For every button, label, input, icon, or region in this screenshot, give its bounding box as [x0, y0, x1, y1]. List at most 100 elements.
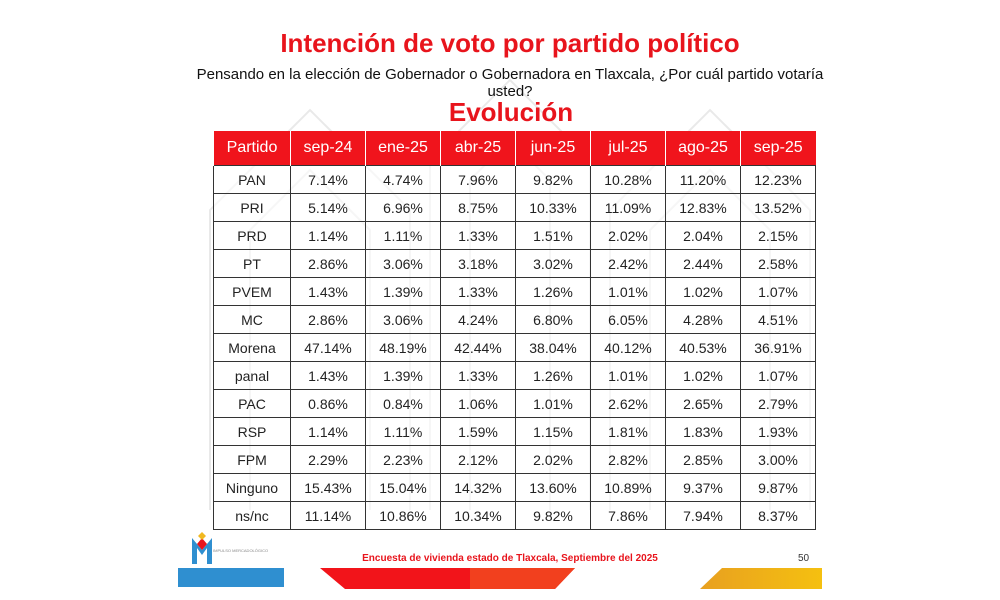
percentage-cell: 3.06% [365, 249, 441, 278]
percentage-cell: 7.94% [665, 501, 741, 530]
percentage-cell: 1.59% [440, 417, 516, 446]
percentage-cell: 10.28% [590, 165, 666, 194]
party-name-cell: Ninguno [213, 473, 291, 502]
table-row: panal 1.43% 1.39% 1.33% 1.26% 1.01% 1.02% 1.07% [213, 361, 816, 390]
percentage-cell: 7.14% [290, 165, 366, 194]
percentage-cell: 4.74% [365, 165, 441, 194]
party-column-header: Partido [213, 131, 291, 166]
percentage-cell: 1.81% [590, 417, 666, 446]
percentage-cell: 38.04% [515, 333, 591, 362]
percentage-cell: 3.18% [440, 249, 516, 278]
percentage-cell: 2.82% [590, 445, 666, 474]
party-name-cell: PVEM [213, 277, 291, 306]
percentage-cell: 1.02% [665, 277, 741, 306]
percentage-cell: 11.09% [590, 193, 666, 222]
party-name-cell: PAN [213, 165, 291, 194]
percentage-cell: 2.65% [665, 389, 741, 418]
table-row: FPM 2.29% 2.23% 2.12% 2.02% 2.82% 2.85% 3.00% [213, 445, 816, 474]
percentage-cell: 12.23% [740, 165, 816, 194]
percentage-cell: 2.79% [740, 389, 816, 418]
table-row: Ninguno 15.43% 15.04% 14.32% 13.60% 10.89% 9.3… [213, 473, 816, 502]
percentage-cell: 3.00% [740, 445, 816, 474]
percentage-cell: 15.04% [365, 473, 441, 502]
percentage-cell: 11.14% [290, 501, 366, 530]
percentage-cell: 1.39% [365, 277, 441, 306]
percentage-cell: 1.39% [365, 361, 441, 390]
percentage-cell: 8.75% [440, 193, 516, 222]
percentage-cell: 1.02% [665, 361, 741, 390]
percentage-cell: 10.86% [365, 501, 441, 530]
percentage-cell: 13.52% [740, 193, 816, 222]
logo-text: IMPULSO MERCADOLÓGICO [213, 548, 269, 553]
percentage-cell: 6.96% [365, 193, 441, 222]
percentage-cell: 4.24% [440, 305, 516, 334]
percentage-cell: 3.02% [515, 249, 591, 278]
column-header: ene-25 [365, 131, 441, 166]
percentage-cell: 1.83% [665, 417, 741, 446]
percentage-cell: 1.06% [440, 389, 516, 418]
party-name-cell: MC [213, 305, 291, 334]
company-logo [192, 532, 212, 564]
percentage-cell: 1.11% [365, 221, 441, 250]
percentage-cell: 47.14% [290, 333, 366, 362]
percentage-cell: 1.14% [290, 417, 366, 446]
percentage-cell: 7.86% [590, 501, 666, 530]
red-footer-bar [320, 568, 575, 589]
percentage-cell: 9.87% [740, 473, 816, 502]
percentage-cell: 1.26% [515, 361, 591, 390]
percentage-cell: 2.86% [290, 249, 366, 278]
table-row: PRI 5.14% 6.96% 8.75% 10.33% 11.09% 12.83% 13.5… [213, 193, 816, 222]
percentage-cell: 15.43% [290, 473, 366, 502]
percentage-cell: 4.28% [665, 305, 741, 334]
percentage-cell: 6.05% [590, 305, 666, 334]
slide-title: Intención de voto por partido político [280, 28, 740, 58]
column-header: abr-25 [440, 131, 516, 166]
party-name-cell: RSP [213, 417, 291, 446]
percentage-cell: 10.89% [590, 473, 666, 502]
table-row: MC 2.86% 3.06% 4.24% 6.80% 6.05% 4.28% 4.51% [213, 305, 816, 334]
percentage-cell: 2.44% [665, 249, 741, 278]
percentage-cell: 1.26% [515, 277, 591, 306]
percentage-cell: 1.01% [590, 277, 666, 306]
column-header: jul-25 [590, 131, 666, 166]
percentage-cell: 2.62% [590, 389, 666, 418]
percentage-cell: 36.91% [740, 333, 816, 362]
percentage-cell: 2.02% [590, 221, 666, 250]
percentage-cell: 42.44% [440, 333, 516, 362]
percentage-cell: 7.96% [440, 165, 516, 194]
percentage-cell: 9.37% [665, 473, 741, 502]
column-header: sep-25 [740, 131, 816, 166]
survey-question: Pensando en la elección de Gobernador o … [196, 66, 824, 100]
party-name-cell: FPM [213, 445, 291, 474]
percentage-cell: 2.29% [290, 445, 366, 474]
percentage-cell: 10.34% [440, 501, 516, 530]
table-header-row: Partido sep-24 ene-25 abr-25 jun-25 jul-25 ago… [213, 131, 816, 166]
percentage-cell: 9.82% [515, 165, 591, 194]
percentage-cell: 1.01% [515, 389, 591, 418]
table-row: PT 2.86% 3.06% 3.18% 3.02% 2.42% 2.44% 2.58% [213, 249, 816, 278]
percentage-cell: 14.32% [440, 473, 516, 502]
percentage-cell: 1.51% [515, 221, 591, 250]
percentage-cell: 1.14% [290, 221, 366, 250]
percentage-cell: 2.58% [740, 249, 816, 278]
percentage-cell: 5.14% [290, 193, 366, 222]
percentage-cell: 3.06% [365, 305, 441, 334]
percentage-cell: 1.15% [515, 417, 591, 446]
footer-text: Encuesta de vivienda estado de Tlaxcala,… [362, 553, 658, 564]
table-row: RSP 1.14% 1.11% 1.59% 1.15% 1.81% 1.83% 1.93% [213, 417, 816, 446]
percentage-cell: 4.51% [740, 305, 816, 334]
percentage-cell: 2.04% [665, 221, 741, 250]
percentage-cell: 2.85% [665, 445, 741, 474]
percentage-cell: 1.93% [740, 417, 816, 446]
percentage-cell: 0.84% [365, 389, 441, 418]
percentage-cell: 8.37% [740, 501, 816, 530]
percentage-cell: 2.15% [740, 221, 816, 250]
percentage-cell: 2.02% [515, 445, 591, 474]
party-name-cell: Morena [213, 333, 291, 362]
column-header: sep-24 [290, 131, 366, 166]
percentage-cell: 40.12% [590, 333, 666, 362]
party-name-cell: PT [213, 249, 291, 278]
percentage-cell: 1.43% [290, 361, 366, 390]
vote-intention-table: Partido sep-24 ene-25 abr-25 jun-25 jul-25 ago… [213, 131, 816, 530]
